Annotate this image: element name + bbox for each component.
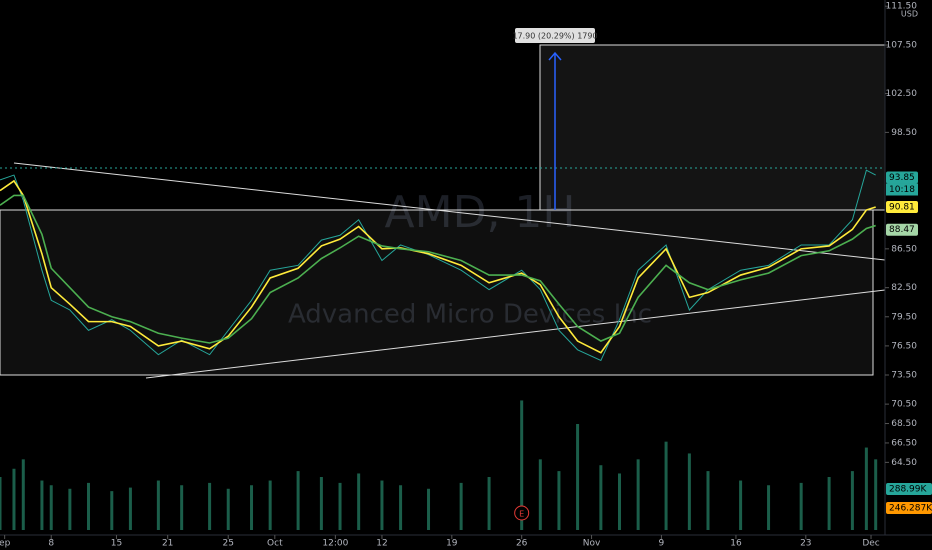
volume-label-box [886, 501, 932, 514]
measure-label-box [515, 28, 595, 43]
event-label: E [519, 510, 524, 519]
volume-bar [357, 473, 361, 530]
measure-label: 17.90 (20.29%) 1790 [512, 32, 597, 41]
price-label-box [886, 201, 918, 214]
event-marker [514, 505, 530, 521]
x-tick-label: 12:00 [322, 539, 348, 549]
volume-bar [706, 471, 710, 530]
volume-bar [21, 459, 25, 530]
price-label-box [886, 171, 918, 184]
volume-bar [874, 459, 878, 530]
price-line [0, 169, 876, 362]
countdown: 10:18 [889, 185, 915, 195]
volume-bar [180, 485, 184, 530]
y-tick-label: 111.50 [886, 2, 918, 12]
volume-bar [618, 473, 621, 530]
volume-bar [687, 453, 691, 530]
volume-bar [338, 482, 342, 530]
marks [0, 169, 876, 362]
volume-bar [636, 459, 640, 530]
x-tick-label: 16 [730, 539, 742, 549]
currency: USD [901, 10, 918, 19]
y-tick-label: 107.50 [886, 41, 918, 51]
volume-bar [0, 477, 2, 530]
x-tick-label: 12 [376, 539, 387, 549]
volume-bar [12, 468, 16, 530]
x-tick-label: 26 [516, 539, 528, 549]
x-tick-label: 8 [48, 539, 54, 549]
countdown-box [886, 183, 918, 196]
volume-bar [40, 480, 44, 530]
price-label-box [886, 223, 918, 236]
x-tick-label: 25 [223, 539, 234, 549]
trendline [145, 289, 886, 379]
x-tick-label: 15 [111, 539, 122, 549]
volume-bar [250, 485, 254, 530]
price-label: 88.47 [889, 225, 915, 235]
y-tick-label: 64.50 [891, 458, 917, 468]
x-tick-label: 21 [162, 539, 173, 549]
volume-bar [664, 441, 668, 530]
volume-bar [864, 447, 868, 530]
range-box [0, 209, 874, 376]
x-tick-label: ep [0, 539, 11, 549]
volume-bar [538, 459, 542, 530]
volume-bar [576, 424, 580, 530]
volume-bar [427, 488, 431, 530]
y-tick-label: 76.50 [891, 341, 917, 351]
volume-label: 288.99K [889, 484, 927, 494]
y-tick-label: 102.50 [886, 89, 918, 99]
volume-bar [296, 471, 300, 530]
price-line [0, 194, 876, 344]
y-tick-label: 66.50 [891, 438, 917, 448]
volume-bar [520, 400, 524, 530]
x-tick-label: Oct [267, 539, 283, 549]
volume-bar [128, 487, 132, 530]
trendline [13, 162, 886, 261]
volume-bar [49, 485, 53, 530]
volume-label: 246.287K [889, 503, 932, 513]
grid [0, 400, 878, 530]
volume-bar [487, 477, 491, 530]
volume-bar [208, 482, 212, 530]
measure-arrowhead [548, 51, 562, 61]
y-tick-label: 73.50 [891, 371, 917, 381]
volume-bar [827, 477, 831, 530]
watermark: AMD, 1H [385, 187, 576, 238]
volume-bar [557, 471, 561, 530]
volume-bar [87, 482, 90, 530]
x-tick-label: Dec [862, 539, 879, 549]
volume-bar [599, 465, 603, 530]
measure-box [539, 44, 886, 211]
price-label: 90.81 [889, 203, 915, 213]
volume-bar [459, 482, 463, 530]
x-tick-label: 19 [446, 539, 458, 549]
y-tick-label: 68.50 [891, 419, 917, 429]
x-tick-label: 23 [800, 539, 811, 549]
volume-bar [850, 471, 854, 530]
x-tick-label: 9 [659, 539, 665, 549]
volume-bar [380, 480, 384, 530]
volume-bar [799, 482, 803, 530]
volume-bar [226, 488, 230, 530]
price-label: 93.85 [889, 173, 915, 183]
volume-bar [739, 480, 743, 530]
volume-label-box [886, 482, 932, 495]
y-tick-label: 98.50 [891, 128, 917, 138]
y-tick-label: 82.50 [891, 283, 917, 293]
volume-bar [268, 480, 272, 530]
volume-bar [110, 491, 114, 530]
volume-bar [399, 485, 403, 530]
volume-bar [319, 477, 323, 530]
y-tick-label: 70.50 [891, 400, 917, 410]
volume-bar [156, 480, 160, 530]
y-tick-label: 86.50 [891, 244, 917, 254]
y-tick-label: 79.50 [891, 312, 917, 322]
volume-bar [68, 488, 72, 530]
volume-bar [767, 485, 771, 530]
x-tick-label: Nov [583, 539, 601, 549]
